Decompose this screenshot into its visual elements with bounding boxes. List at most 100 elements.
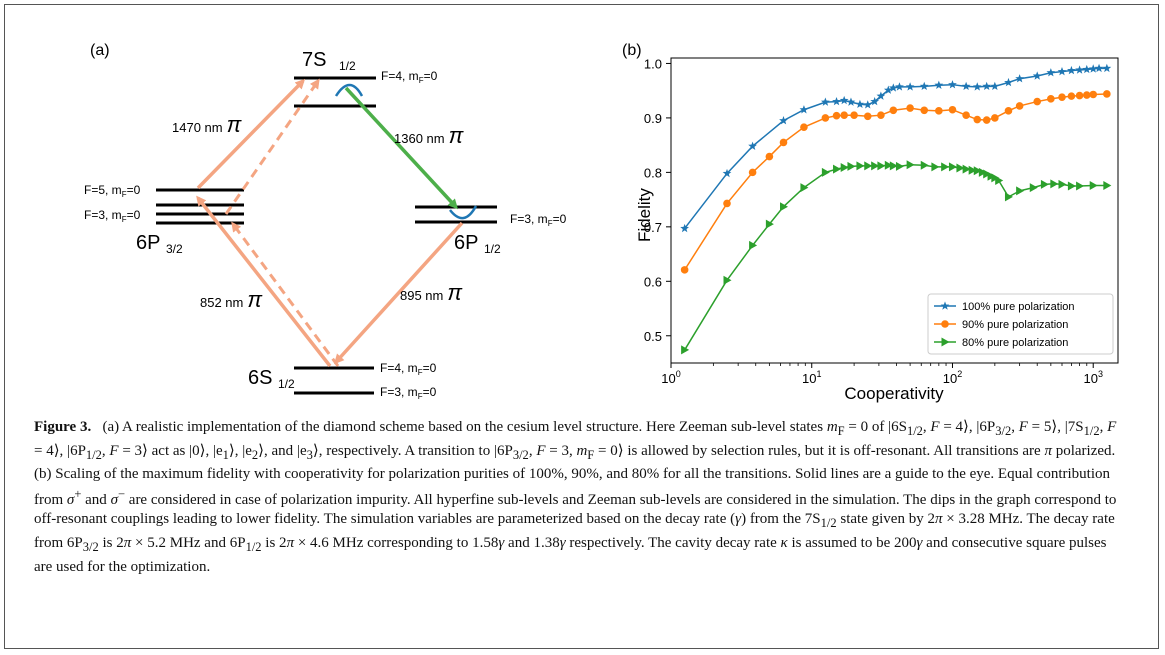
level-7s-name: 7S <box>302 49 326 71</box>
data-point <box>973 166 982 176</box>
data-point <box>680 223 690 233</box>
data-point <box>931 162 940 172</box>
transition-1360-label: 1360 nm π <box>394 123 465 148</box>
arrow-1470-solid <box>196 78 306 190</box>
transition-1470-label: 1470 nm π <box>172 112 243 137</box>
data-point <box>948 162 957 172</box>
caption-text-11: state given by 2 <box>840 511 935 528</box>
caption-text-8: and <box>85 491 107 508</box>
data-point <box>982 116 991 124</box>
data-point <box>1032 71 1042 80</box>
series-layer <box>680 63 1112 355</box>
data-point <box>850 111 858 119</box>
level-6p12-f3-label: F=3, mF=0 <box>510 212 567 228</box>
y-axis-label: Fidelity <box>635 188 654 242</box>
x-tick-label: 102 <box>943 369 962 386</box>
data-point <box>877 161 886 171</box>
data-point <box>948 80 957 89</box>
panel-b-label: (b) <box>622 42 642 59</box>
data-point <box>895 82 904 91</box>
level-6p32-sub: 3/2 <box>166 242 183 256</box>
y-tick-label: 0.9 <box>644 111 662 126</box>
data-point <box>832 96 841 106</box>
transition-852-label: 852 nm π <box>200 287 263 312</box>
data-point <box>722 168 732 178</box>
data-point <box>748 168 757 177</box>
data-point <box>884 160 893 170</box>
legend-entry: 90% pure polarization <box>962 319 1068 331</box>
y-tick-label: 0.7 <box>644 220 662 235</box>
data-point <box>906 160 915 170</box>
caption-text-12: 3.28 MHz. The decay rate from 6P <box>34 511 1115 551</box>
level-6p32-f3-label: F=3, mF=0 <box>84 208 141 224</box>
legend-marker <box>940 301 950 310</box>
data-point <box>941 162 950 172</box>
data-point <box>800 123 808 131</box>
data-point <box>779 138 788 147</box>
data-point <box>906 104 914 112</box>
caption-text-17: and 1.38 <box>508 534 560 551</box>
data-point <box>821 97 830 106</box>
plot-area <box>670 57 1119 364</box>
data-point <box>1015 74 1024 83</box>
data-point <box>919 81 929 91</box>
data-point <box>863 100 873 109</box>
data-point <box>749 240 758 250</box>
data-point <box>779 116 788 125</box>
data-point <box>1016 186 1025 196</box>
series-1 <box>680 90 1111 274</box>
data-point <box>877 111 885 119</box>
data-point <box>1082 64 1092 74</box>
y-tick-label: 0.8 <box>644 165 662 180</box>
data-point <box>1082 91 1091 99</box>
caption-text-7: polarized. (b) Scaling of the maximum fi… <box>34 442 1116 508</box>
data-point <box>961 81 971 91</box>
data-point <box>833 164 842 174</box>
x-tick-label: 101 <box>802 369 821 386</box>
data-point <box>1058 179 1067 189</box>
data-point <box>839 95 849 105</box>
data-point <box>962 164 971 174</box>
level-6p32-f5-label: F=5, mF=0 <box>84 183 141 199</box>
data-point <box>948 105 957 114</box>
data-point <box>895 161 904 171</box>
data-point <box>889 161 898 171</box>
data-point <box>846 97 856 106</box>
data-point <box>920 106 929 115</box>
data-point <box>1033 97 1042 106</box>
data-point <box>765 152 774 161</box>
data-point <box>983 169 992 179</box>
data-point <box>935 107 943 115</box>
data-point <box>1029 183 1038 193</box>
legend-marker <box>941 320 949 328</box>
data-point <box>840 111 848 119</box>
data-point <box>1088 64 1098 73</box>
data-point <box>876 91 886 100</box>
data-point <box>991 114 999 122</box>
data-point <box>855 99 865 109</box>
panel-a-label: (a) <box>90 42 110 59</box>
panel-a-level-diagram: (a) 7S 1/2 F=4, mF=0 F=5, mF=0 F=3, mF=0… <box>84 42 567 401</box>
caption-text-5: respectively. A transition to <box>326 442 491 459</box>
x-tick-label: 100 <box>661 369 680 386</box>
data-point <box>1075 65 1084 74</box>
arrow-895 <box>333 221 464 365</box>
data-point <box>765 219 774 229</box>
data-point <box>920 160 929 170</box>
figure-frame <box>4 4 1159 649</box>
caption-text-19: is assumed to be 200 <box>791 534 917 551</box>
data-point <box>1004 77 1013 87</box>
data-point <box>968 165 977 175</box>
data-point <box>1004 107 1013 115</box>
figure-caption: Figure 3. (a) A realistic implementation… <box>34 419 1117 575</box>
data-point <box>982 81 992 91</box>
data-point <box>888 83 898 92</box>
data-point <box>748 141 757 150</box>
data-point <box>847 161 856 171</box>
caption-text-16: 4.6 MHz corresponding to 1.58 <box>310 534 499 551</box>
caption-text-14: 5.2 MHz and 6P <box>147 534 246 551</box>
level-6p12-sub: 1/2 <box>484 242 501 256</box>
legend-marker <box>941 337 950 347</box>
caption-text-20: and consecutive square pulses are used f… <box>34 534 1107 575</box>
panel-b-chart: (b) 0.5 0.6 0.7 0.8 0.9 1.0 100 101 102 103 Fide… <box>622 42 1119 403</box>
